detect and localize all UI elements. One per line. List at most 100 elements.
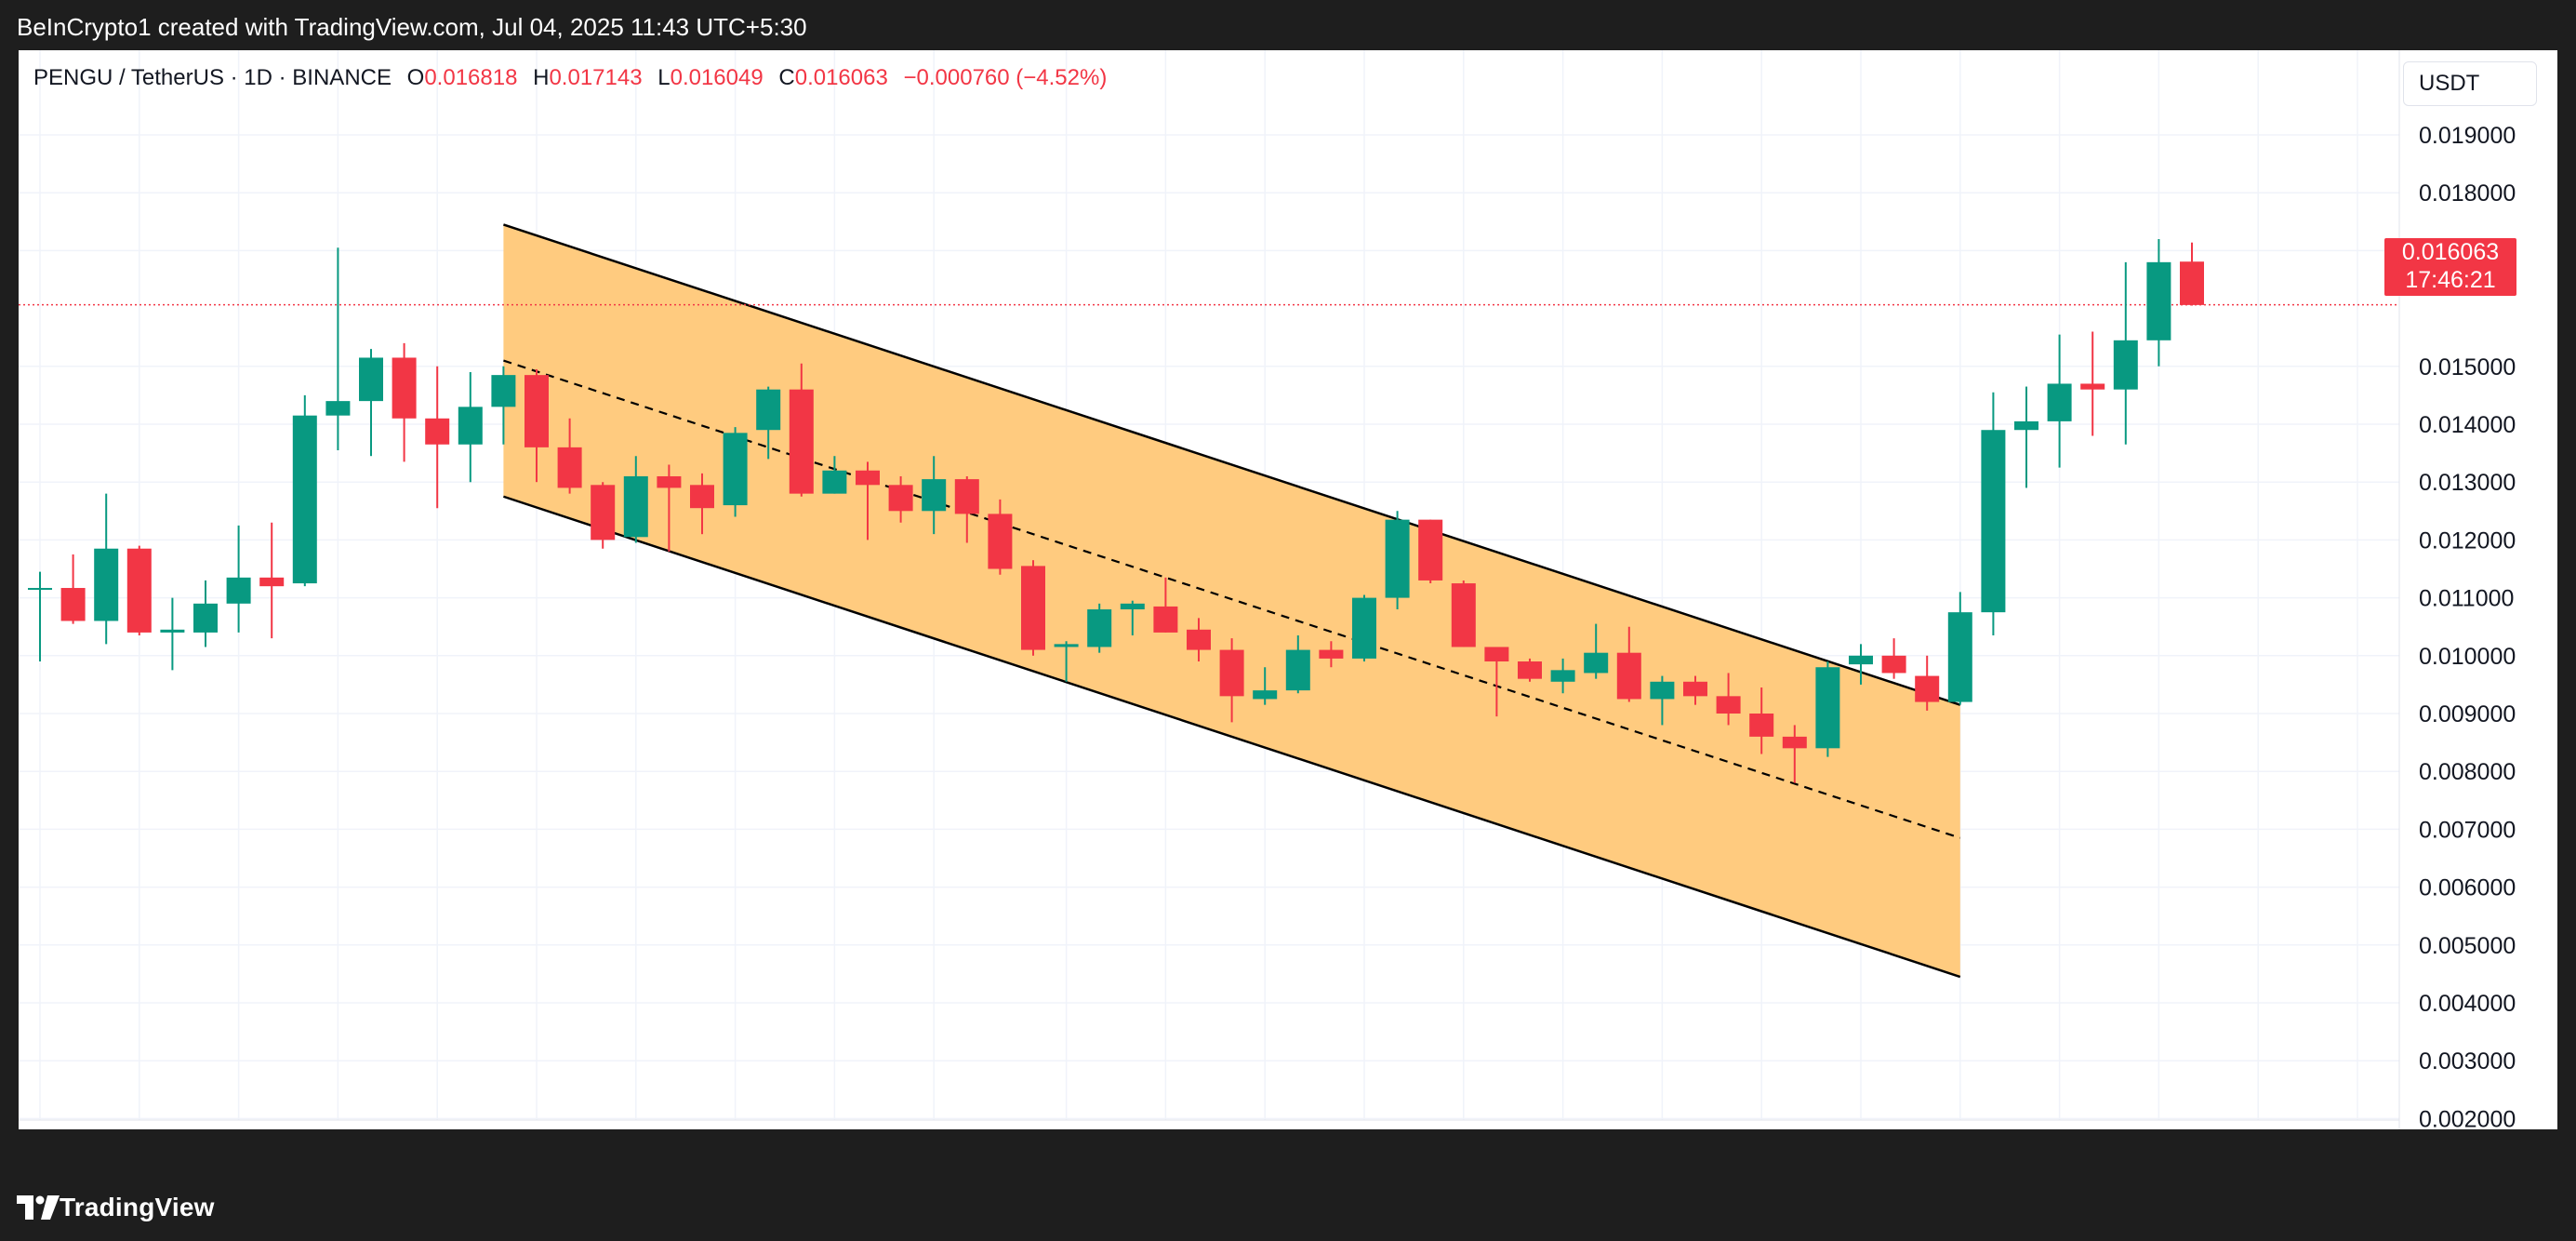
open-value: 0.016818 bbox=[424, 65, 518, 90]
bar-countdown: 17:46:21 bbox=[2405, 267, 2496, 293]
candle bbox=[524, 368, 549, 483]
candle bbox=[1120, 600, 1145, 636]
channel-upper-line[interactable] bbox=[503, 223, 1961, 706]
price-tick-label: 0.011000 bbox=[2419, 586, 2514, 612]
candle-body bbox=[1749, 714, 1774, 737]
candle bbox=[1021, 560, 1045, 656]
candle-body bbox=[1219, 649, 1244, 697]
close-label: C bbox=[778, 65, 795, 90]
candle-body bbox=[657, 475, 682, 488]
candle-body bbox=[60, 588, 86, 621]
currency-button[interactable]: USDT bbox=[2403, 61, 2537, 106]
price-tick-label: 0.013000 bbox=[2419, 470, 2516, 496]
last-price-value: 0.016063 bbox=[2401, 239, 2500, 265]
chart-panel[interactable]: 0.0190000.0180000.0170000.0150000.014000… bbox=[19, 50, 2557, 1129]
candle bbox=[1716, 673, 1741, 726]
candle-body bbox=[491, 375, 516, 407]
candle bbox=[1484, 647, 1509, 717]
candle bbox=[723, 427, 748, 517]
candle bbox=[60, 554, 86, 624]
candle bbox=[2146, 238, 2171, 367]
attribution-bar: BeInCrypto1 created with TradingView.com… bbox=[0, 0, 2576, 50]
price-tick-label: 0.012000 bbox=[2419, 527, 2516, 554]
candle bbox=[491, 366, 516, 445]
candle bbox=[2014, 386, 2038, 488]
candle-body bbox=[1650, 681, 1675, 700]
symbol-legend: PENGU / TetherUS · 1D · BINANCE O0.01681… bbox=[33, 65, 1107, 91]
candlestick-chart[interactable]: 0.0190000.0180000.0170000.0150000.014000… bbox=[19, 50, 2557, 1129]
candle bbox=[1451, 580, 1476, 647]
candle bbox=[988, 499, 1013, 575]
price-tick-label: 0.007000 bbox=[2419, 817, 2516, 843]
candle bbox=[1054, 641, 1079, 682]
descending-channel[interactable] bbox=[503, 223, 1961, 979]
candle-body bbox=[954, 479, 979, 514]
candle-body bbox=[524, 375, 549, 447]
candle bbox=[1815, 661, 1840, 757]
grid-lines bbox=[19, 50, 2399, 1120]
low-label: L bbox=[657, 65, 671, 90]
candle bbox=[325, 247, 351, 450]
candle bbox=[160, 597, 185, 671]
attribution-text: BeInCrypto1 created with TradingView.com… bbox=[17, 13, 807, 41]
price-tick-label: 0.009000 bbox=[2419, 701, 2516, 727]
candle-body bbox=[1451, 583, 1476, 647]
symbol-name[interactable]: PENGU / TetherUS · 1D · BINANCE bbox=[33, 65, 392, 90]
candle bbox=[1749, 687, 1774, 754]
candle bbox=[922, 456, 947, 535]
price-tick-label: 0.005000 bbox=[2419, 933, 2516, 959]
candle-body bbox=[226, 577, 251, 604]
candle-body bbox=[1319, 649, 1344, 659]
candle-body bbox=[325, 401, 351, 416]
candle-body bbox=[1683, 681, 1707, 697]
candle-body bbox=[1815, 667, 1840, 749]
candle bbox=[259, 522, 285, 639]
candle-body bbox=[1849, 655, 1873, 665]
price-tick-label: 0.018000 bbox=[2419, 180, 2516, 207]
candle-body bbox=[856, 470, 880, 486]
candle bbox=[292, 394, 317, 587]
candle-body bbox=[1550, 670, 1575, 682]
candle-body bbox=[1021, 566, 1045, 650]
candle bbox=[1849, 644, 1873, 685]
candle bbox=[226, 525, 251, 633]
candle bbox=[557, 418, 582, 494]
candle bbox=[458, 372, 483, 483]
candle bbox=[1352, 594, 1376, 662]
tradingview-logo-icon[interactable] bbox=[17, 1195, 60, 1220]
candle bbox=[2080, 331, 2105, 436]
footer-bar: TradingView bbox=[0, 1172, 2576, 1241]
candle bbox=[888, 475, 913, 523]
candle-body bbox=[425, 418, 450, 445]
candle-body bbox=[1120, 603, 1145, 610]
candle-body bbox=[2180, 261, 2204, 305]
channel-lower-line[interactable] bbox=[503, 495, 1961, 979]
candle bbox=[359, 349, 383, 457]
open-label: O bbox=[406, 65, 425, 90]
candle bbox=[623, 456, 648, 543]
candle bbox=[1881, 638, 1906, 679]
candle bbox=[1616, 626, 1641, 702]
candle-body bbox=[392, 357, 417, 419]
candle-body bbox=[126, 548, 152, 633]
candle-body bbox=[690, 485, 714, 509]
candle-body bbox=[1616, 652, 1641, 700]
tradingview-brand[interactable]: TradingView bbox=[60, 1193, 215, 1221]
candle-body bbox=[1418, 519, 1443, 580]
channel-median-line[interactable] bbox=[503, 359, 1961, 839]
candle-body bbox=[1484, 647, 1509, 662]
candle bbox=[1285, 635, 1310, 694]
candle-body bbox=[2146, 261, 2171, 340]
candle bbox=[1981, 392, 2006, 636]
candle bbox=[2113, 261, 2138, 445]
price-tick-label: 0.006000 bbox=[2419, 875, 2516, 901]
candle-body bbox=[94, 548, 119, 621]
candle bbox=[954, 475, 979, 543]
candle-body bbox=[723, 433, 748, 506]
candle-body bbox=[458, 407, 483, 445]
candle-body bbox=[591, 485, 616, 540]
channel-fill bbox=[503, 224, 1960, 978]
candles bbox=[28, 238, 2204, 783]
change-value: −0.000760 (−4.52%) bbox=[903, 65, 1108, 90]
price-tick-label: 0.002000 bbox=[2419, 1106, 2516, 1129]
